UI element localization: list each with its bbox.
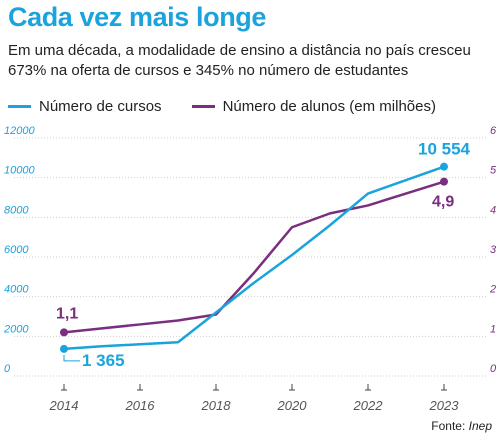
data-label-courses-last: 10 554 [418, 140, 471, 159]
y-left-tick-label: 12000 [4, 125, 35, 137]
legend-swatch-students [191, 105, 215, 108]
point-courses-last [440, 162, 448, 171]
leader-line-courses-first [63, 354, 80, 362]
y-left-tick-label: 8000 [4, 204, 29, 216]
x-tick-label: 2018 [201, 398, 232, 413]
y-left-tick-label: 4000 [4, 284, 29, 296]
y-right-tick-label: 3 [490, 244, 497, 256]
x-tick-label: 2023 [429, 398, 460, 413]
y-right-tick-label: 1 [490, 323, 496, 335]
legend-item-courses: Número de cursos [8, 98, 162, 115]
y-left-tick-label: 10000 [4, 165, 35, 177]
y-right-tick-label: 5 [490, 165, 497, 177]
x-tick-label: 2022 [353, 398, 384, 413]
y-left-tick-label: 6000 [4, 244, 29, 256]
y-right-tick-label: 4 [490, 204, 496, 216]
x-tick-label: 2014 [49, 398, 79, 413]
y-right-tick-label: 0 [490, 363, 497, 375]
legend-label-students: Número de alunos (em milhões) [222, 98, 436, 115]
legend-item-students: Número de alunos (em milhões) [191, 98, 436, 115]
data-label-students-last: 4,9 [432, 194, 454, 211]
y-left-tick-label: 2000 [3, 323, 29, 335]
data-label-students-first: 1,1 [56, 305, 78, 322]
point-students-last [440, 177, 448, 186]
legend-label-courses: Número de cursos [39, 98, 162, 115]
legend: Número de cursos Número de alunos (em mi… [8, 98, 466, 115]
point-students-first [60, 328, 68, 337]
chart-subtitle: Em uma década, a modalidade de ensino a … [8, 42, 471, 79]
x-tick-label: 2020 [277, 398, 308, 413]
y-left-tick-label: 0 [4, 363, 11, 375]
series-line-courses [63, 165, 445, 351]
source-note: Fonte: Inep [431, 419, 492, 433]
source-name: Inep [468, 419, 492, 433]
legend-swatch-courses [8, 105, 31, 108]
point-courses-first [60, 344, 68, 353]
source-label: Fonte: [431, 419, 466, 433]
y-right-tick-label: 6 [490, 125, 497, 137]
chart-title: Cada vez mais longe [8, 2, 266, 32]
x-tick-label: 2016 [125, 398, 156, 413]
data-label-courses-first: 1 365 [82, 351, 125, 370]
y-right-tick-label: 2 [489, 284, 496, 296]
